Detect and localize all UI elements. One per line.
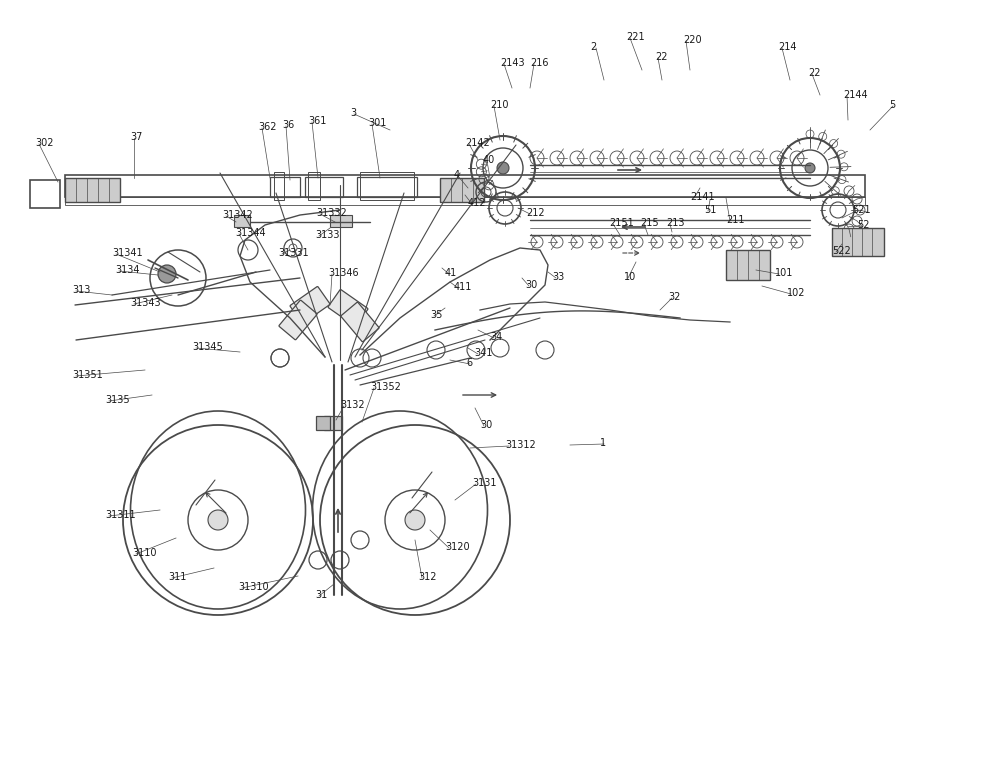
Text: 31352: 31352 (370, 382, 401, 392)
Text: 31341: 31341 (112, 248, 143, 258)
Text: 411: 411 (454, 282, 472, 292)
Text: 34: 34 (490, 332, 502, 342)
Text: 31343: 31343 (130, 298, 161, 308)
Text: 221: 221 (626, 32, 645, 42)
Text: 3110: 3110 (132, 548, 156, 558)
Text: 102: 102 (787, 288, 806, 298)
Text: 2151: 2151 (609, 218, 634, 228)
Text: 521: 521 (852, 205, 871, 215)
Bar (65, 178, 120, 202)
Bar (330, 215, 352, 227)
Text: 216: 216 (530, 58, 548, 68)
Bar (440, 178, 484, 202)
Text: 362: 362 (258, 122, 276, 132)
Text: 6: 6 (466, 358, 472, 368)
Circle shape (158, 265, 176, 283)
Bar (832, 228, 884, 256)
Text: 2144: 2144 (843, 90, 868, 100)
Text: 35: 35 (430, 310, 442, 320)
Circle shape (405, 510, 425, 530)
Text: 2: 2 (590, 42, 596, 52)
FancyBboxPatch shape (341, 302, 379, 342)
Text: 30: 30 (525, 280, 537, 290)
Text: 3135: 3135 (105, 395, 130, 405)
Bar (360, 172, 414, 200)
Bar (324, 416, 342, 430)
Text: 302: 302 (35, 138, 54, 148)
Text: 31331: 31331 (278, 248, 309, 258)
Text: 313: 313 (72, 285, 90, 295)
Text: 3132: 3132 (340, 400, 365, 410)
Text: 40: 40 (483, 155, 495, 165)
Text: 3120: 3120 (445, 542, 470, 552)
Bar (270, 177, 300, 197)
Text: 31351: 31351 (72, 370, 103, 380)
Text: 37: 37 (130, 132, 142, 142)
Text: 341: 341 (474, 348, 492, 358)
Text: 51: 51 (704, 205, 716, 215)
Text: 4: 4 (454, 170, 460, 180)
FancyBboxPatch shape (290, 287, 330, 323)
Bar (305, 177, 343, 197)
Text: 3131: 3131 (472, 478, 496, 488)
Bar (65, 175, 865, 197)
Text: 361: 361 (308, 116, 326, 126)
Text: 522: 522 (832, 246, 851, 256)
Bar (726, 250, 770, 280)
Text: 3134: 3134 (115, 265, 140, 275)
Text: 214: 214 (778, 42, 796, 52)
Text: 311: 311 (168, 572, 186, 582)
Text: 31344: 31344 (235, 228, 266, 238)
Text: 220: 220 (683, 35, 702, 45)
Text: 33: 33 (552, 272, 564, 282)
Text: 31332: 31332 (316, 208, 347, 218)
Text: 52: 52 (857, 220, 870, 230)
Text: 101: 101 (775, 268, 793, 278)
Bar (65, 197, 865, 205)
Text: 22: 22 (655, 52, 668, 62)
Text: 31342: 31342 (222, 210, 253, 220)
Text: 31: 31 (315, 590, 327, 600)
Text: 2142: 2142 (465, 138, 490, 148)
Text: 211: 211 (726, 215, 744, 225)
Circle shape (497, 162, 509, 174)
Text: 22: 22 (808, 68, 820, 78)
Text: 31312: 31312 (505, 440, 536, 450)
Text: 31345: 31345 (192, 342, 223, 352)
Bar (357, 177, 417, 197)
Text: 5: 5 (889, 100, 895, 110)
Text: 3133: 3133 (315, 230, 340, 240)
Text: 10: 10 (624, 272, 636, 282)
Bar (308, 172, 320, 200)
Text: 2143: 2143 (500, 58, 525, 68)
Text: 213: 213 (666, 218, 684, 228)
Circle shape (805, 163, 815, 173)
Bar (234, 215, 250, 227)
FancyBboxPatch shape (328, 290, 368, 326)
Text: 32: 32 (668, 292, 680, 302)
Text: 312: 312 (418, 572, 436, 582)
Bar (316, 416, 330, 430)
Circle shape (208, 510, 228, 530)
Text: 31346: 31346 (328, 268, 359, 278)
Text: 3: 3 (350, 108, 356, 118)
Text: 41: 41 (445, 268, 457, 278)
Text: 1: 1 (600, 438, 606, 448)
Text: 2141: 2141 (690, 192, 715, 202)
FancyBboxPatch shape (279, 300, 317, 339)
Bar (274, 172, 284, 200)
Text: 36: 36 (282, 120, 294, 130)
Text: 30: 30 (480, 420, 492, 430)
Text: 212: 212 (526, 208, 545, 218)
Text: 301: 301 (368, 118, 386, 128)
Text: 215: 215 (640, 218, 659, 228)
Text: 31311: 31311 (105, 510, 136, 520)
Text: 31310: 31310 (238, 582, 269, 592)
Text: 412: 412 (468, 198, 486, 208)
Text: 210: 210 (490, 100, 509, 110)
Bar (30, 180, 60, 208)
